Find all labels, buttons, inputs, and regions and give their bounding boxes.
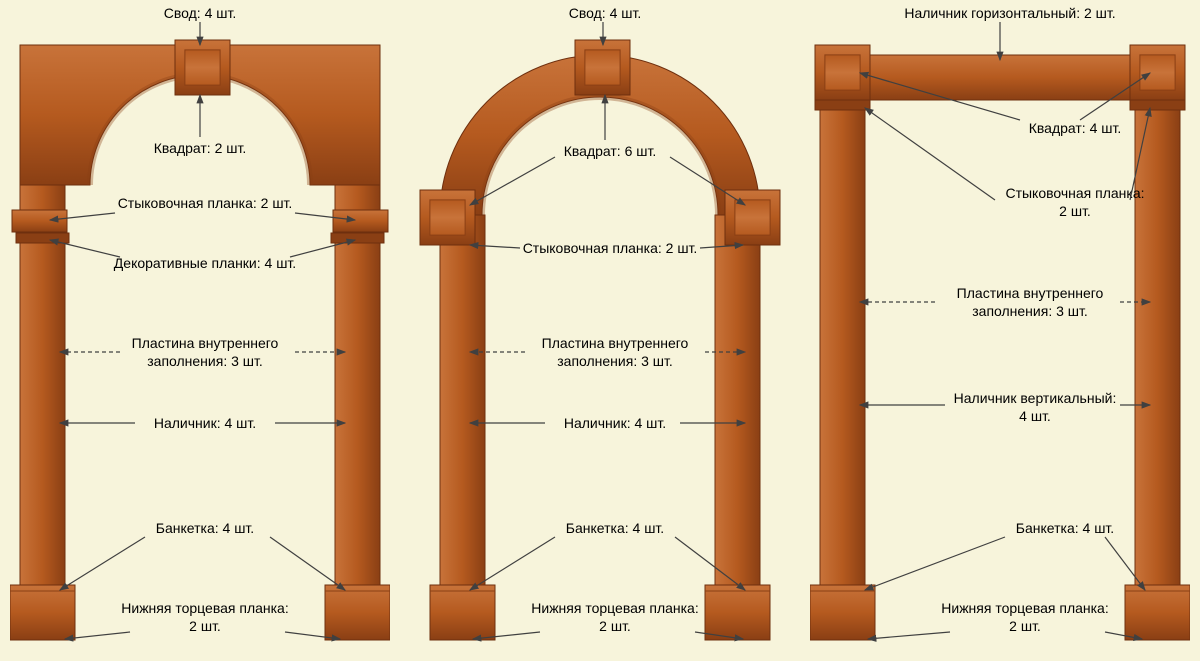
diagram-stage: Свод: 4 шт.Квадрат: 2 шт.Стыковочная пла… [0, 0, 1200, 661]
arrow-overlay [0, 0, 1200, 661]
